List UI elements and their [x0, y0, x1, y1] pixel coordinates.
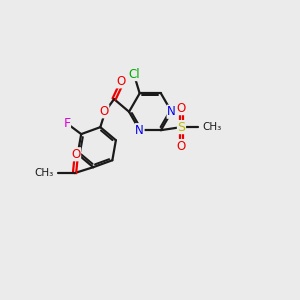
Text: CH₃: CH₃	[34, 168, 53, 178]
Text: O: O	[100, 105, 109, 118]
Text: F: F	[63, 118, 70, 130]
Text: O: O	[71, 148, 81, 161]
Text: Cl: Cl	[128, 68, 140, 81]
Text: O: O	[116, 75, 125, 88]
Text: N: N	[135, 124, 144, 137]
Text: S: S	[178, 121, 185, 134]
Text: O: O	[177, 102, 186, 115]
Text: O: O	[177, 140, 186, 152]
Text: CH₃: CH₃	[202, 122, 221, 132]
Text: N: N	[167, 105, 176, 118]
